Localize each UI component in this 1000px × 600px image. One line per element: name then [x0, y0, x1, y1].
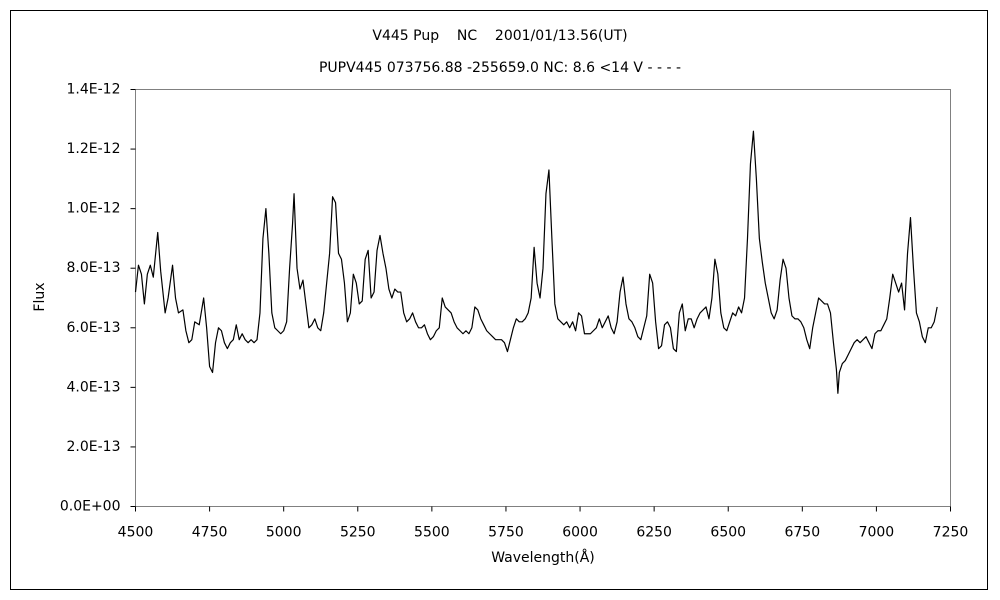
y-tick-label: 8.0E-13 [67, 260, 121, 276]
x-tick-label: 6250 [636, 525, 672, 541]
x-tick-label: 7000 [859, 525, 895, 541]
y-tick-label: 1.4E-12 [67, 82, 121, 98]
x-tick-label: 5500 [414, 525, 450, 541]
spectrum-line [134, 130, 938, 394]
y-tick-label: 6.0E-13 [67, 320, 121, 336]
x-tick-label: 5250 [340, 525, 376, 541]
x-tick-label: 5000 [266, 525, 302, 541]
x-tick-label: 6500 [710, 525, 746, 541]
x-tick-label: 4500 [118, 525, 154, 541]
x-axis-label: Wavelength(Å) [491, 549, 595, 566]
x-tick-label: 6000 [562, 525, 598, 541]
y-tick-label: 4.0E-13 [67, 379, 121, 395]
x-tick-label: 6750 [784, 525, 820, 541]
x-tick-label: 7250 [933, 525, 969, 541]
y-tick-label: 1.0E-12 [67, 201, 121, 217]
chart-subtitle: PUPV445 073756.88 -255659.0 NC: 8.6 <14 … [319, 60, 681, 76]
y-tick-label: 2.0E-13 [67, 439, 121, 455]
y-tick-label: 1.2E-12 [67, 141, 121, 157]
y-tick-label: 0.0E+00 [60, 499, 121, 515]
y-axis-label: Flux [32, 282, 48, 311]
x-tick-label: 4750 [192, 525, 228, 541]
x-tick-label: 5750 [488, 525, 524, 541]
chart-title: V445 Pup NC 2001/01/13.56(UT) [372, 28, 627, 44]
plot-area [135, 89, 951, 507]
